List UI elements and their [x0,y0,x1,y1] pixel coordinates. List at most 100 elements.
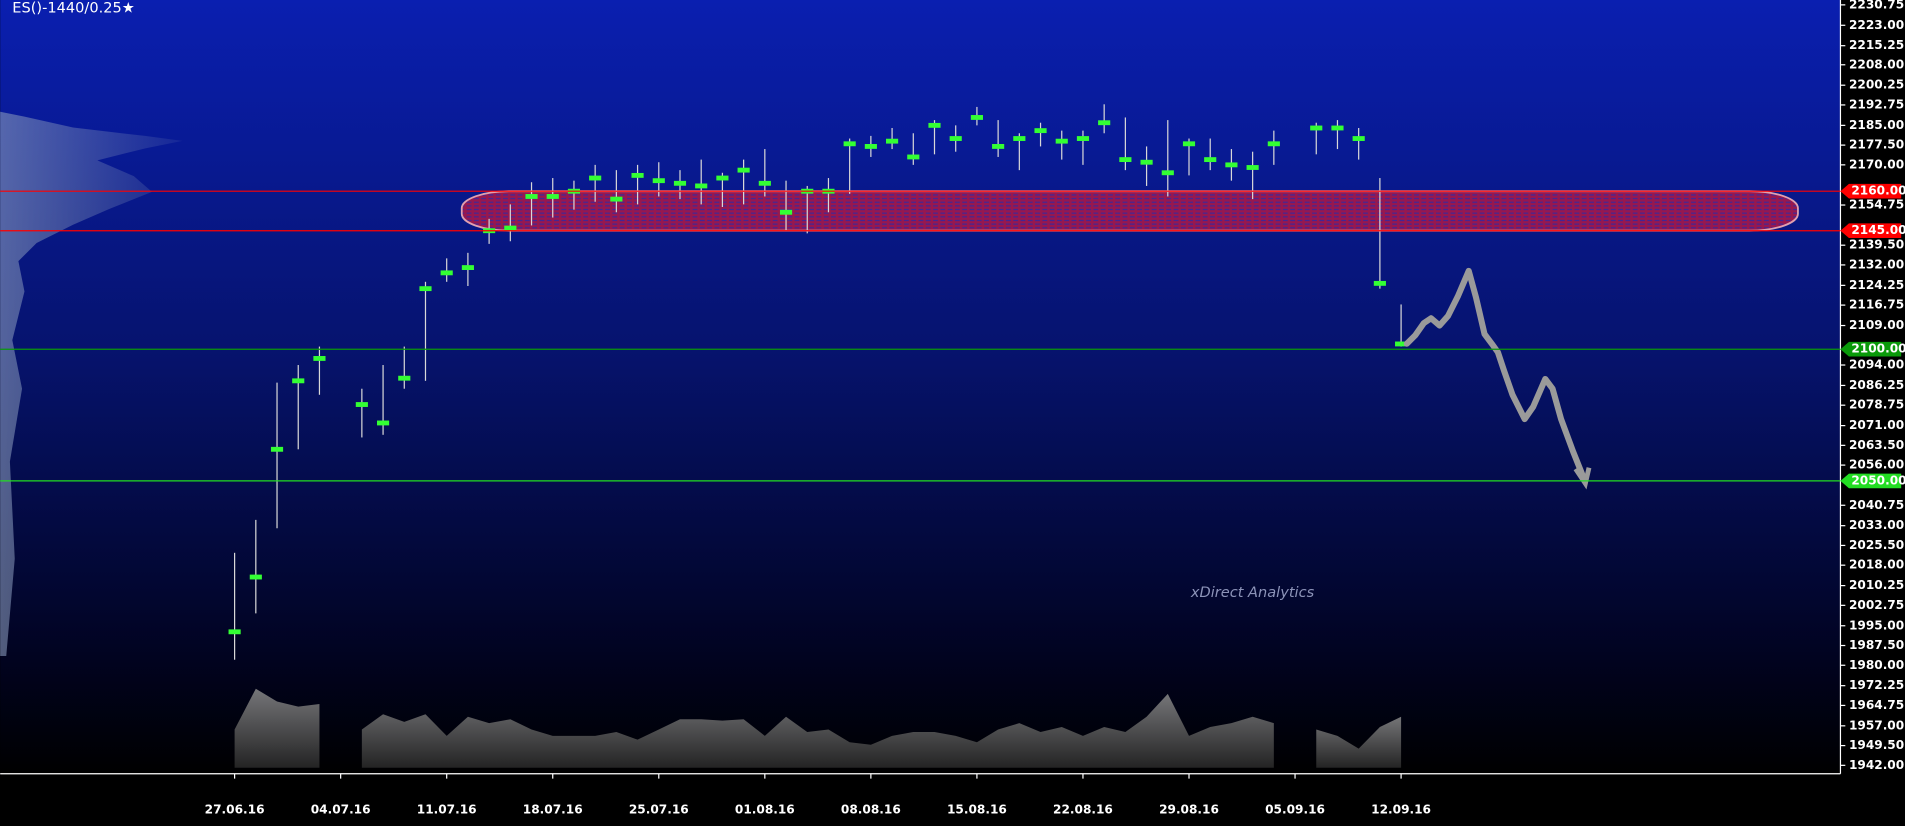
y-tick-label: 2025.50 [1849,538,1904,552]
candle-close [1161,170,1174,176]
level-tag [1840,473,1902,489]
projection-arrowhead [1573,467,1592,490]
candle-close [652,178,665,184]
projection-path [1403,267,1586,480]
x-tick-label: 05.09.16 [1265,803,1325,817]
x-tick-label: 11.07.16 [417,803,477,817]
candle-close [1331,125,1344,131]
candle-close [440,270,453,276]
y-tick-label: 2086.25 [1849,378,1904,392]
x-tick-label: 25.07.16 [629,803,689,817]
y-tick-label: 2170.00 [1849,157,1904,171]
y-tick-label: 2078.75 [1849,398,1904,412]
x-tick-label: 12.09.16 [1371,803,1431,817]
candle-close [355,402,368,407]
level-label: 2100.00 [1851,342,1905,356]
y-tick-label: 1972.25 [1849,678,1904,692]
x-tick-label: 27.06.16 [205,803,265,817]
candle-close [695,183,708,189]
y-tick-label: 2002.75 [1849,598,1904,612]
level-tag [1840,183,1902,199]
level-tag [1840,223,1902,238]
candle-close [1204,157,1217,163]
candle-close [758,180,771,186]
candle-close [843,141,856,147]
volume-profile [0,111,183,656]
y-tick-label: 1980.00 [1849,658,1904,672]
y-tick-label: 2185.00 [1849,118,1904,132]
x-tick-label: 22.08.16 [1053,803,1113,817]
candle-close [546,194,559,199]
y-tick-label: 2018.00 [1849,558,1904,572]
candle-close [1034,128,1047,134]
y-tick-label: 2132.00 [1849,257,1904,271]
volume-area [361,693,1274,768]
candle-close [1076,136,1090,141]
x-tick-label: 01.08.16 [735,803,795,817]
y-tick-label: 1957.00 [1849,718,1904,732]
level-label: 2145.00 [1851,223,1905,237]
y-tick-label: 1964.75 [1849,698,1904,712]
y-tick-label: 2040.75 [1849,498,1904,512]
x-tick-label: 15.08.16 [947,803,1007,817]
y-tick-label: 2094.00 [1849,358,1904,372]
candle-close [376,420,390,426]
x-tick-label: 29.08.16 [1159,803,1219,817]
candle-close [1310,125,1323,131]
candle-close [1013,136,1026,141]
candle-close [504,225,517,231]
candle-close [928,122,941,128]
candle-close [949,136,962,141]
candle-close [864,144,877,149]
y-tick-label: 2063.50 [1849,438,1904,452]
candle-close [610,196,623,202]
candle-close [907,154,920,160]
candle-close [292,378,305,384]
y-tick-label: 2056.00 [1849,458,1904,472]
x-tick-label: 08.08.16 [841,803,901,817]
candle-close [249,574,262,580]
candle-close [228,629,241,635]
candle-close [1119,157,1132,163]
y-tick-label: 2109.00 [1849,318,1904,332]
y-tick-label: 2116.75 [1849,298,1904,312]
candle-close [1395,341,1408,347]
candle-close [992,144,1005,149]
candle-close [779,209,793,215]
y-tick-label: 2071.00 [1849,418,1904,432]
candle-close [398,375,411,381]
candle-close [886,138,899,144]
y-tick-label: 2200.25 [1849,78,1904,92]
y-tick-label: 2154.75 [1849,198,1904,212]
candle-close [1182,141,1196,147]
candle-close [1098,120,1111,126]
candle-close [1225,162,1238,168]
candle-close [970,115,983,120]
x-tick-label: 04.07.16 [311,803,371,817]
y-tick-label: 2139.50 [1849,238,1904,252]
y-tick-label: 1942.00 [1849,758,1904,772]
y-tick-label: 2010.25 [1849,578,1904,592]
chart-title: ES()-1440/0.25★ [12,0,135,17]
y-tick-label: 2124.25 [1849,278,1904,292]
y-tick-label: 2177.50 [1849,138,1904,152]
level-tag [1840,341,1902,357]
candle-close [1246,165,1259,170]
candle-close [313,356,326,361]
candle-close [270,446,284,452]
candle-close [673,180,687,186]
level-label: 2160.00 [1851,184,1905,198]
candle-close [525,194,538,199]
y-tick-label: 1995.00 [1849,618,1904,632]
y-tick-label: 1987.50 [1849,638,1904,652]
candle-close [589,175,602,181]
candle-close [461,265,474,271]
y-tick-label: 2230.75 [1849,0,1904,11]
volume-area [1316,716,1402,768]
y-tick-label: 2208.00 [1849,57,1904,71]
watermark: xDirect Analytics [1190,584,1315,601]
candle-close [1055,138,1068,144]
resistance-zone [460,190,1799,232]
